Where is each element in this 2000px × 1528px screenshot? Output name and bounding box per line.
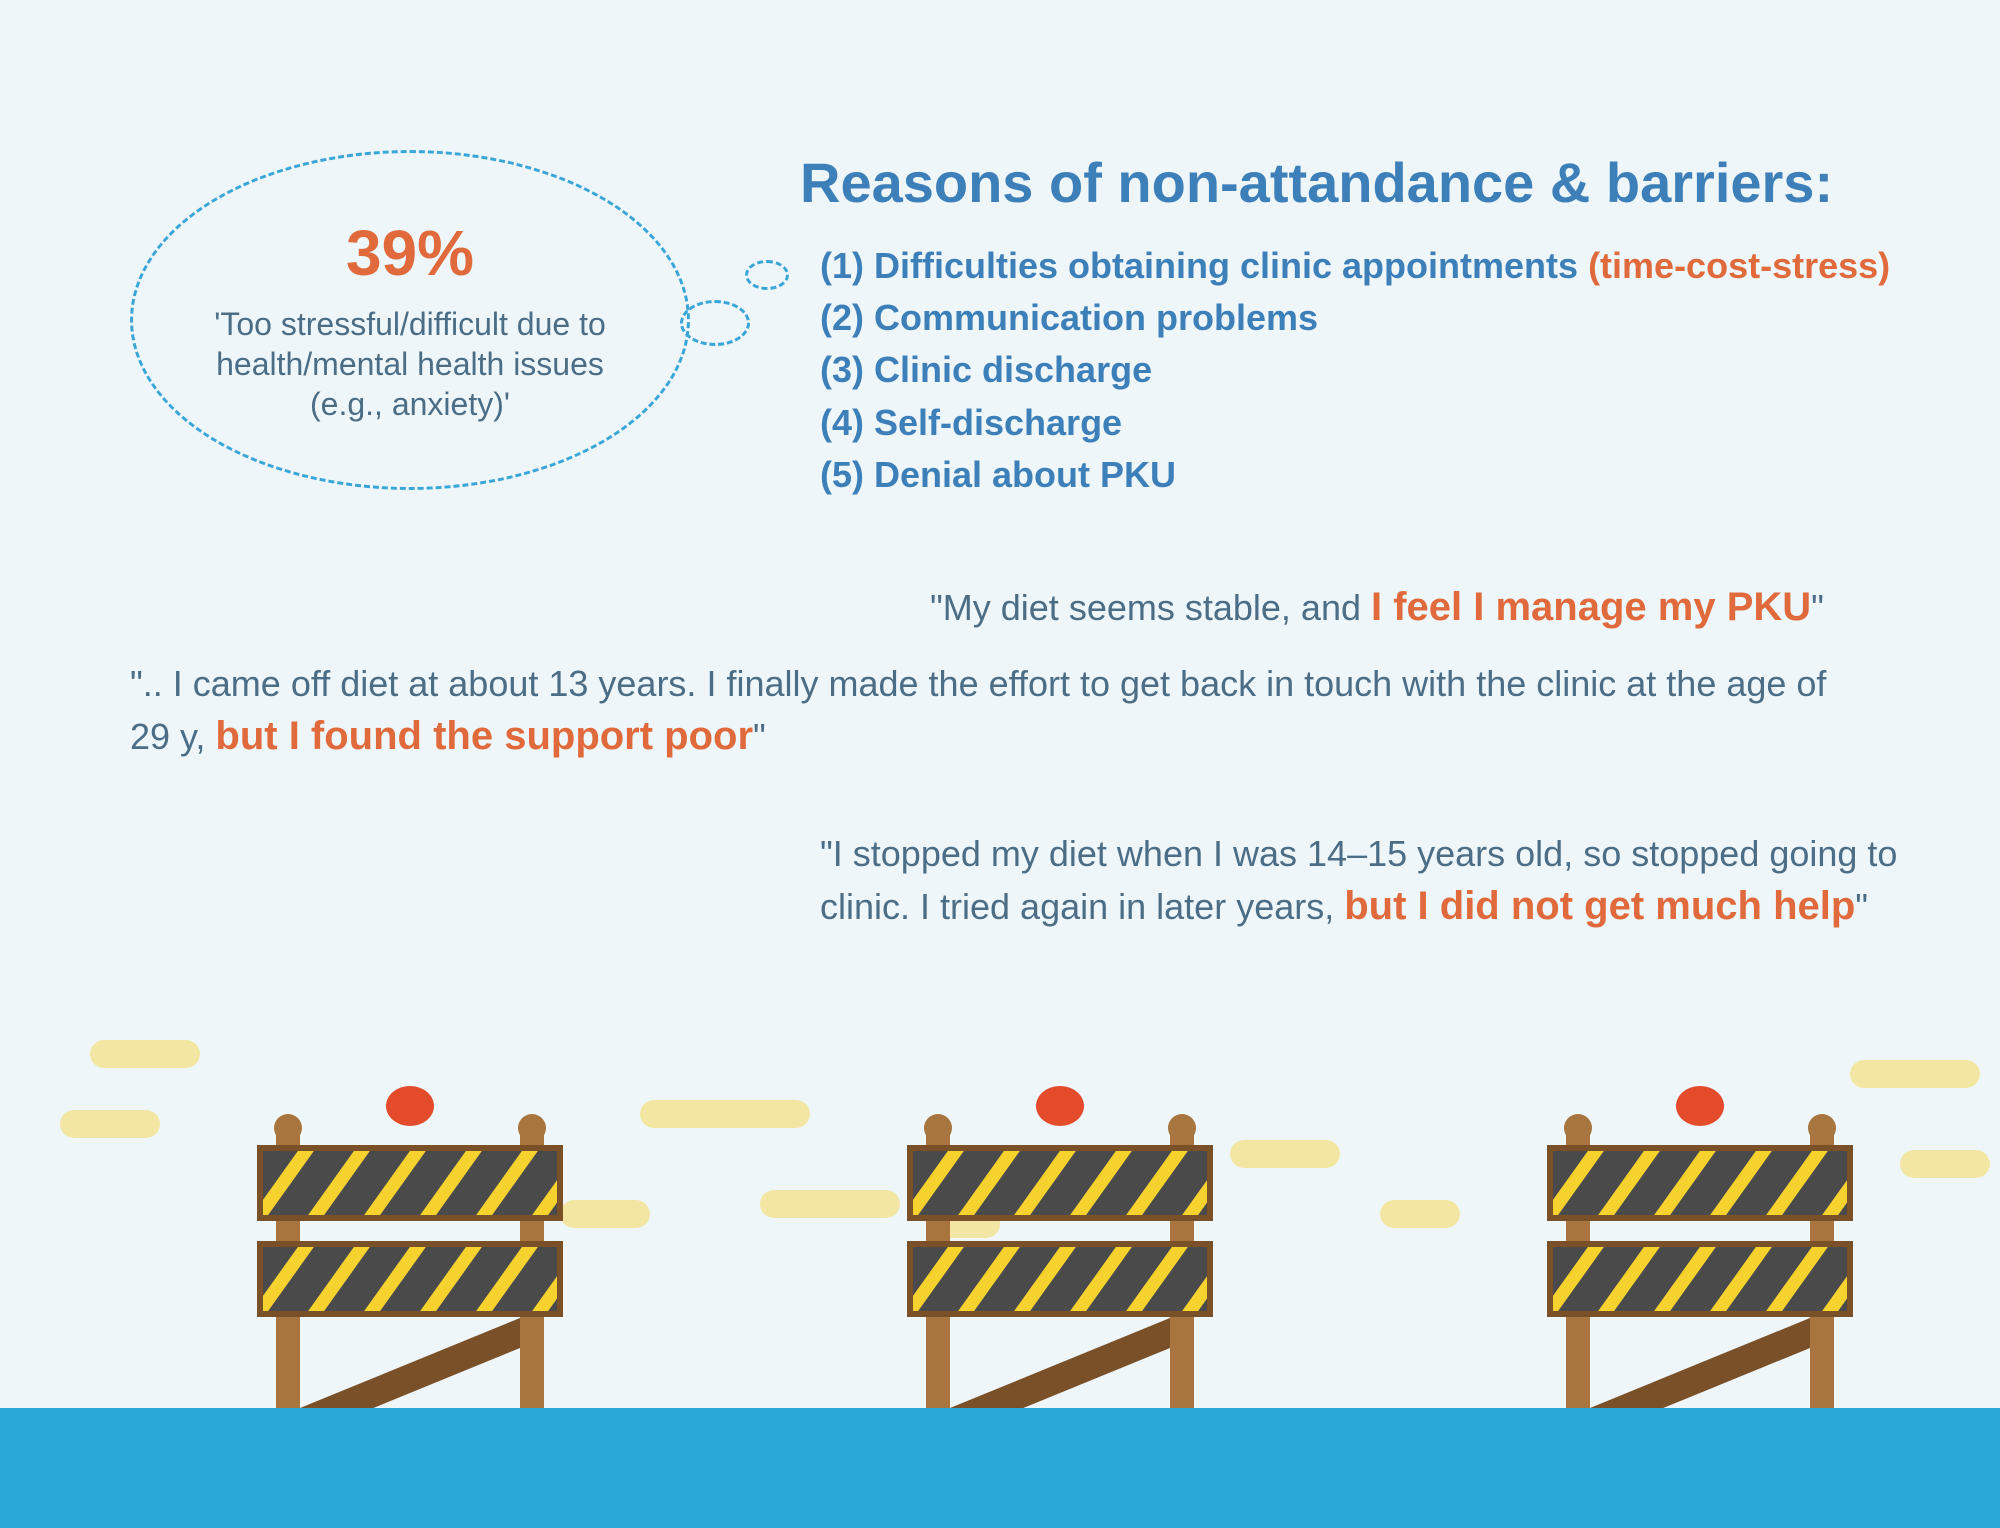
- reason-text: Clinic discharge: [874, 349, 1152, 390]
- reason-number: (2): [820, 297, 874, 338]
- quote-text: ": [753, 716, 766, 757]
- brick-icon: [1380, 1200, 1460, 1228]
- quote-text: ": [1855, 886, 1868, 927]
- stat-percent: 39%: [346, 216, 474, 290]
- bubble-tail-icon: [745, 260, 789, 290]
- brick-icon: [760, 1190, 900, 1218]
- reason-item: (5) Denial about PKU: [820, 449, 1890, 501]
- quote-highlight: I feel I manage my PKU: [1371, 585, 1811, 629]
- quote-1: "My diet seems stable, and I feel I mana…: [930, 580, 1940, 634]
- reason-item: (1) Difficulties obtaining clinic appoin…: [820, 240, 1890, 292]
- brick-icon: [90, 1040, 200, 1068]
- reason-item: (3) Clinic discharge: [820, 344, 1890, 396]
- reason-number: (1): [820, 245, 874, 286]
- brick-icon: [640, 1100, 810, 1128]
- barrier-icon: [240, 1078, 580, 1458]
- reason-text: Communication problems: [874, 297, 1318, 338]
- reason-text: Self-discharge: [874, 402, 1122, 443]
- reason-number: (5): [820, 454, 874, 495]
- ground: [0, 1408, 2000, 1528]
- reason-text: Difficulties obtaining clinic appointmen…: [874, 245, 1578, 286]
- reason-paren: (time-cost-stress): [1588, 245, 1890, 286]
- reason-number: (4): [820, 402, 874, 443]
- stat-text: 'Too stressful/difficult due to health/m…: [183, 304, 637, 424]
- quote-text: "My diet seems stable, and: [930, 587, 1371, 628]
- quote-3: "I stopped my diet when I was 14–15 year…: [820, 830, 1940, 933]
- barrier-icon: [1530, 1078, 1870, 1458]
- quote-text: ": [1811, 587, 1824, 628]
- quote-2: ".. I came off diet at about 13 years. I…: [130, 660, 1840, 763]
- brick-icon: [1900, 1150, 1990, 1178]
- reason-item: (4) Self-discharge: [820, 397, 1890, 449]
- slide-title: Reasons of non-attandance & barriers:: [800, 150, 1833, 215]
- barrier-icon: [890, 1078, 1230, 1458]
- brick-icon: [60, 1110, 160, 1138]
- stat-bubble: 39% 'Too stressful/difficult due to heal…: [130, 150, 690, 490]
- quote-highlight: but I found the support poor: [215, 714, 753, 758]
- reasons-list: (1) Difficulties obtaining clinic appoin…: [820, 240, 1890, 501]
- reason-text: Denial about PKU: [874, 454, 1176, 495]
- slide: 39% 'Too stressful/difficult due to heal…: [0, 0, 2000, 1528]
- reason-item: (2) Communication problems: [820, 292, 1890, 344]
- bubble-tail-icon: [680, 300, 750, 346]
- brick-icon: [1230, 1140, 1340, 1168]
- quote-highlight: but I did not get much help: [1344, 884, 1855, 928]
- reason-number: (3): [820, 349, 874, 390]
